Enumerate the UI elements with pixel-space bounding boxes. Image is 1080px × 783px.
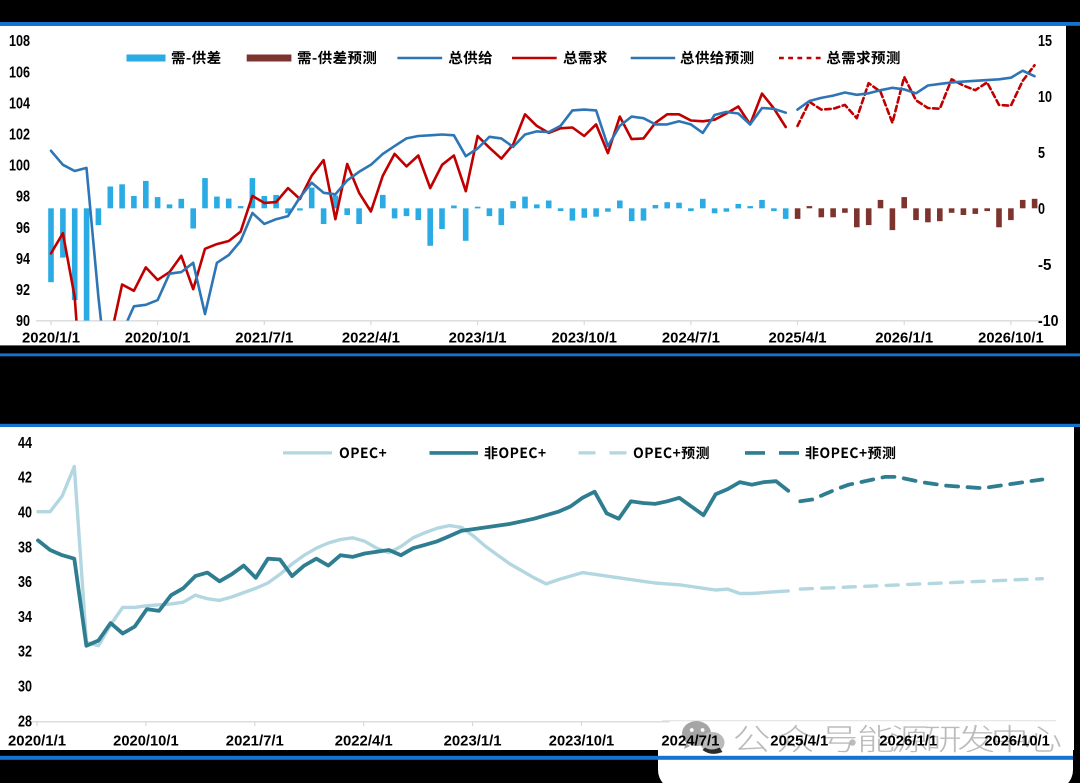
svg-text:32: 32 <box>18 644 32 661</box>
svg-text:94: 94 <box>16 251 30 268</box>
svg-text:42: 42 <box>18 470 32 487</box>
svg-text:98: 98 <box>16 189 30 206</box>
svg-text:2020/1/1: 2020/1/1 <box>8 733 66 750</box>
svg-text:38: 38 <box>18 539 32 556</box>
svg-text:-5: -5 <box>1038 257 1052 274</box>
svg-text:44: 44 <box>18 435 32 452</box>
svg-text:2021/7/1: 2021/7/1 <box>226 733 284 750</box>
svg-text:2025/4/1: 2025/4/1 <box>769 330 827 347</box>
svg-text:96: 96 <box>16 220 30 237</box>
svg-text:5: 5 <box>1038 145 1045 162</box>
svg-text:34: 34 <box>18 609 32 626</box>
svg-text:106: 106 <box>9 64 30 81</box>
svg-text:2024/7/1: 2024/7/1 <box>661 733 719 750</box>
svg-text:2020/1/1: 2020/1/1 <box>22 330 80 347</box>
svg-text:2024/7/1: 2024/7/1 <box>662 330 720 347</box>
svg-text:2023/1/1: 2023/1/1 <box>444 733 502 750</box>
svg-text:0: 0 <box>1038 201 1045 218</box>
svg-text:2023/10/1: 2023/10/1 <box>551 330 617 347</box>
svg-text:2023/10/1: 2023/10/1 <box>549 733 615 750</box>
svg-text:15: 15 <box>1038 33 1052 50</box>
svg-text:2022/4/1: 2022/4/1 <box>342 330 400 347</box>
svg-text:2025/4/1: 2025/4/1 <box>770 733 828 750</box>
svg-text:2022/4/1: 2022/4/1 <box>335 733 393 750</box>
svg-text:2026/10/1: 2026/10/1 <box>978 330 1044 347</box>
svg-text:90: 90 <box>16 313 30 330</box>
svg-text:2021/7/1: 2021/7/1 <box>235 330 293 347</box>
svg-text:-10: -10 <box>1038 313 1059 330</box>
svg-text:2023/1/1: 2023/1/1 <box>449 330 507 347</box>
svg-text:102: 102 <box>9 127 30 144</box>
svg-text:100: 100 <box>9 158 30 175</box>
svg-text:2026/1/1: 2026/1/1 <box>875 330 933 347</box>
svg-text:108: 108 <box>9 33 30 50</box>
svg-text:2026/10/1: 2026/10/1 <box>984 733 1050 750</box>
svg-text:2020/10/1: 2020/10/1 <box>113 733 179 750</box>
svg-text:92: 92 <box>16 282 30 299</box>
svg-text:2026/1/1: 2026/1/1 <box>879 733 937 750</box>
svg-text:36: 36 <box>18 574 32 591</box>
svg-text:40: 40 <box>18 505 32 522</box>
svg-text:30: 30 <box>18 679 32 696</box>
svg-text:2020/10/1: 2020/10/1 <box>125 330 191 347</box>
svg-text:104: 104 <box>9 95 30 112</box>
svg-text:10: 10 <box>1038 89 1052 106</box>
svg-text:28: 28 <box>18 713 32 730</box>
